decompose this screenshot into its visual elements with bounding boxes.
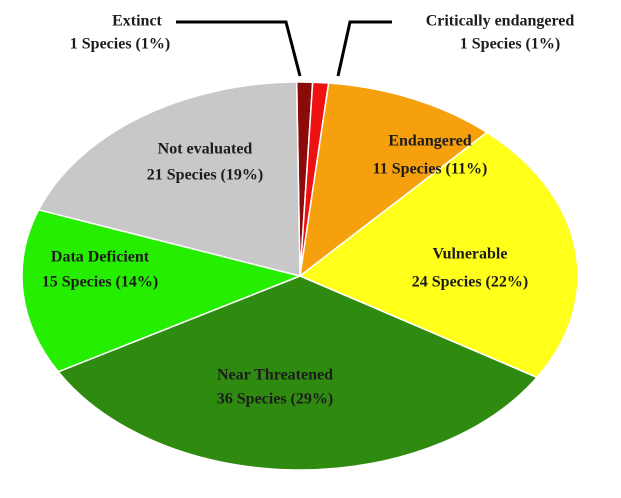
pie [21, 81, 579, 471]
slice-label: 24 Species (22%) [412, 274, 528, 291]
slice-label: 21 Species (19%) [147, 167, 263, 184]
slice-label: 11 Species (11%) [373, 161, 488, 178]
slice-label: 1 Species (1%) [460, 36, 560, 53]
pie-slice [298, 82, 489, 278]
pie-slice [21, 208, 303, 373]
leader-line [336, 20, 392, 77]
slice-label: 36 Species (29%) [217, 391, 333, 408]
slice-category: Extinct [112, 13, 162, 30]
slice-label: 15 Species (14%) [42, 274, 158, 291]
leader-line [176, 20, 302, 77]
pie-slice [37, 81, 301, 277]
slice-label: 1 Species (1%) [70, 36, 170, 53]
pie-slice [298, 131, 579, 379]
slice-category: Not evaluated [158, 141, 253, 158]
slice-category: Vulnerable [433, 246, 508, 263]
slice-category: Endangered [388, 133, 471, 150]
slice-category: Near Threatened [217, 367, 333, 384]
slice-category: Data Deficient [51, 249, 150, 266]
slice-category: Critically endangered [426, 13, 575, 30]
